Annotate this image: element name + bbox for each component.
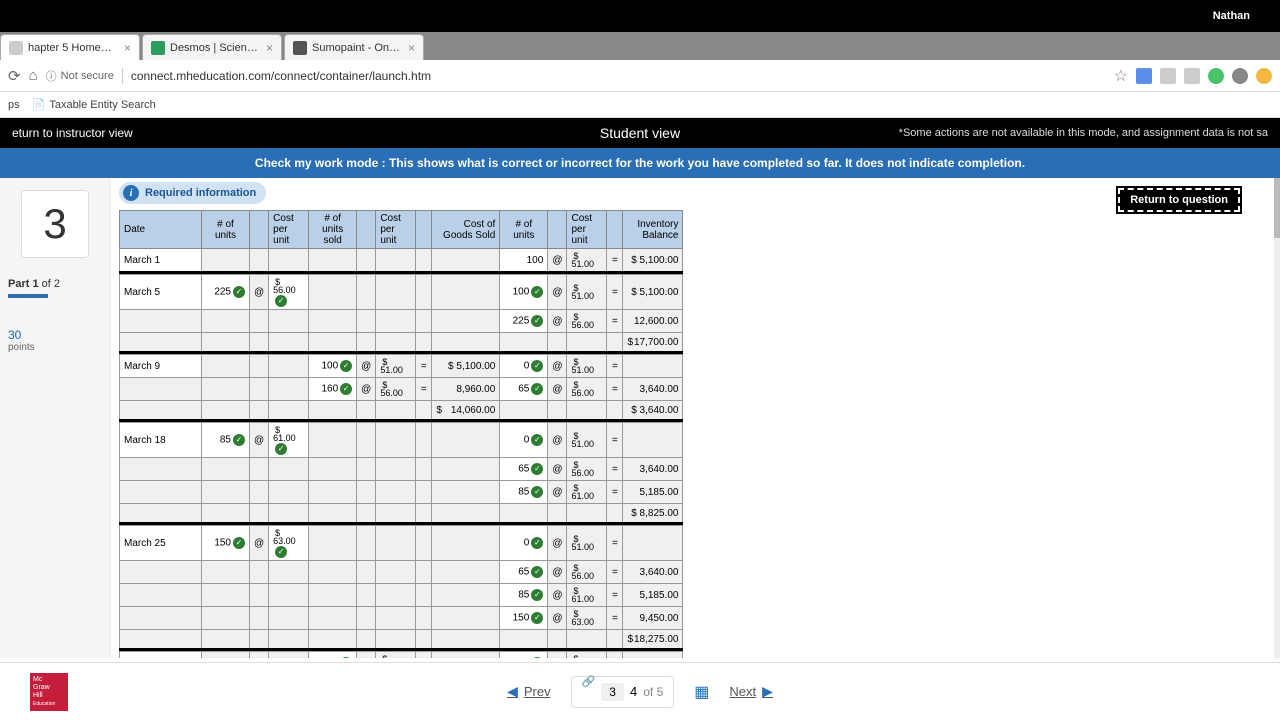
required-info-badge[interactable]: i Required information	[119, 182, 266, 204]
view-mode-label: Student view	[600, 125, 680, 141]
browser-tab[interactable]: hapter 5 Homework×	[0, 34, 140, 60]
table-header: Cost per unit	[376, 211, 416, 249]
mode-warning: *Some actions are not available in this …	[899, 127, 1268, 139]
table-header: # of units	[202, 211, 250, 249]
home-icon[interactable]: ⌂	[29, 67, 38, 84]
table-header	[548, 211, 567, 249]
browser-address-bar: ⟳ ⌂ ⓘNot secure connect.mheducation.com/…	[0, 60, 1280, 92]
table-row: 225✓@$56.00=12,600.00	[120, 310, 683, 333]
grid-view-icon[interactable]: ▦	[694, 682, 709, 702]
ext-icon[interactable]	[1208, 68, 1224, 84]
return-instructor-link[interactable]: eturn to instructor view	[12, 126, 133, 140]
close-tab-icon[interactable]: ×	[124, 41, 131, 55]
close-tab-icon[interactable]: ×	[408, 41, 415, 55]
table-header: Cost of Goods Sold	[432, 211, 500, 249]
browser-tab[interactable]: Sumopaint - Online Ima..×	[284, 34, 424, 60]
bookmark-item[interactable]: 📄Taxable Entity Search	[32, 98, 156, 111]
close-tab-icon[interactable]: ×	[266, 41, 273, 55]
table-header: # of units	[500, 211, 548, 249]
browser-titlebar: Nathan	[0, 0, 1280, 32]
table-row: $ 8,825.00	[120, 504, 683, 524]
inventory-ledger-table: Date# of unitsCost per unit# of units so…	[119, 210, 683, 658]
ext-icon[interactable]	[1232, 68, 1248, 84]
table-row: 150✓@$63.00=9,450.00	[120, 607, 683, 630]
page-selector[interactable]: 🔗 3 4 of 5	[571, 676, 675, 708]
check-work-banner: Check my work mode : This shows what is …	[0, 148, 1280, 178]
bookmark-item[interactable]: ps	[8, 99, 20, 111]
table-row: $17,700.00	[120, 333, 683, 353]
bookmark-bar: ps 📄Taxable Entity Search	[0, 92, 1280, 118]
part-indicator: Part 1 of 2	[8, 278, 102, 298]
table-row: March 1100@$51.00=$ 5,100.00	[120, 249, 683, 273]
browser-tab[interactable]: Desmos | Scientific Calc..×	[142, 34, 282, 60]
table-row: $14,060.00$ 3,640.00	[120, 401, 683, 421]
table-header	[357, 211, 376, 249]
table-row: 160✓@$56.00=8,960.0065✓@$56.00=3,640.00	[120, 378, 683, 401]
table-header: Cost per unit	[567, 211, 607, 249]
current-page: 3	[601, 683, 624, 701]
table-row: 65✓@$56.00=3,640.00	[120, 561, 683, 584]
table-row: 65✓@$56.00=3,640.00	[120, 458, 683, 481]
table-header: Cost per unit	[269, 211, 309, 249]
table-header	[416, 211, 432, 249]
table-row: March 9100✓@$51.00=$ 5,100.000✓@$51.00=	[120, 355, 683, 378]
ext-icon[interactable]	[1160, 68, 1176, 84]
table-header	[607, 211, 623, 249]
table-header: # of units sold	[309, 211, 357, 249]
table-row: March 290✓@$51.00=$ 0.000✓@$51.00=	[120, 652, 683, 659]
table-header	[250, 211, 269, 249]
info-icon: i	[123, 185, 139, 201]
main-panel: i Required information Date# of unitsCos…	[110, 178, 1274, 658]
next-page-num: 4	[630, 684, 637, 699]
points-display: 30 points	[8, 328, 102, 353]
table-row: $18,275.00	[120, 630, 683, 650]
table-row: 85✓@$61.00=5,185.00	[120, 481, 683, 504]
browser-user: Nathan	[1213, 10, 1250, 22]
reload-icon[interactable]: ⟳	[8, 67, 21, 85]
mcgraw-logo: McGrawHillEducation	[30, 673, 68, 711]
browser-tab-bar: hapter 5 Homework×Desmos | Scientific Ca…	[0, 32, 1280, 60]
prev-button[interactable]: ◀Prev	[507, 683, 551, 700]
star-icon[interactable]: ☆	[1114, 66, 1128, 86]
avatar-icon[interactable]	[1256, 68, 1272, 84]
link-icon: 🔗	[582, 675, 596, 688]
v-scroll-track[interactable]	[1274, 178, 1280, 658]
ext-icon[interactable]	[1184, 68, 1200, 84]
table-row: March 1885✓@$61.00✓0✓@$51.00=	[120, 423, 683, 458]
table-row: March 25150✓@$63.00✓0✓@$51.00=	[120, 526, 683, 561]
table-row: 85✓@$61.00=5,185.00	[120, 584, 683, 607]
extension-icons	[1136, 68, 1272, 84]
table-row: March 5225✓@$56.00✓100✓@$51.00=$ 5,100.0…	[120, 275, 683, 310]
security-indicator[interactable]: ⓘNot secure	[46, 68, 123, 84]
return-to-question-button[interactable]: Return to question	[1118, 188, 1240, 212]
url-text[interactable]: connect.mheducation.com/connect/containe…	[131, 69, 1106, 83]
question-sidebar: 3 Part 1 of 2 30 points	[0, 178, 110, 658]
app-header: eturn to instructor view Student view *S…	[0, 118, 1280, 148]
content-area: 3 Part 1 of 2 30 points i Required infor…	[0, 178, 1280, 658]
table-header: Date	[120, 211, 202, 249]
question-number: 3	[21, 190, 89, 258]
table-header: Inventory Balance	[623, 211, 683, 249]
footer-nav: McGrawHillEducation ◀Prev 🔗 3 4 of 5 ▦ N…	[0, 662, 1280, 720]
ext-icon[interactable]	[1136, 68, 1152, 84]
next-button[interactable]: Next▶	[729, 683, 773, 700]
